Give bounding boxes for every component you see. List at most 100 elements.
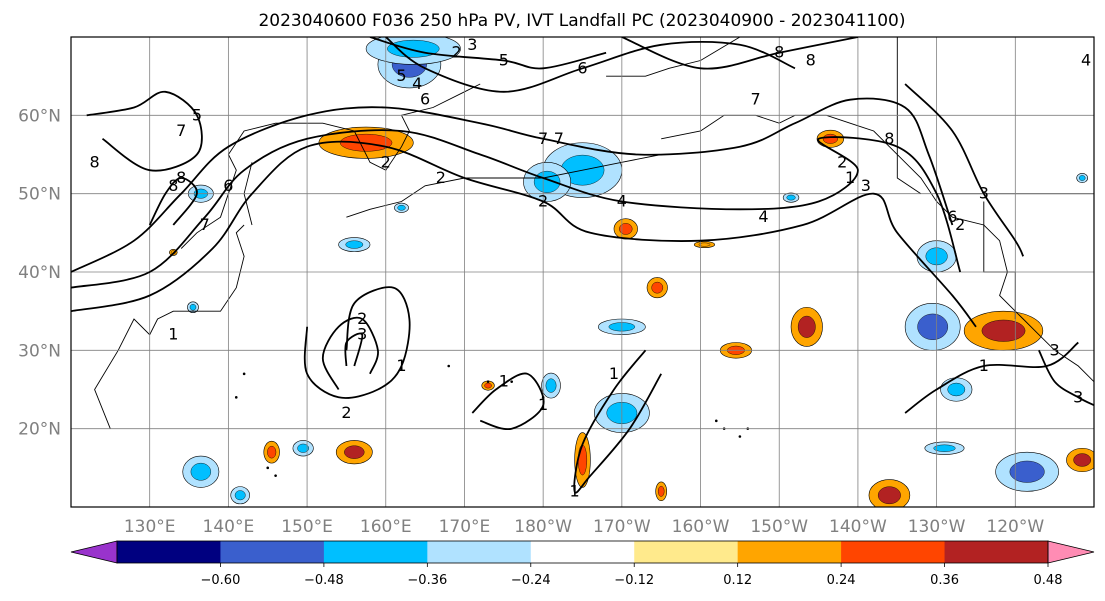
shaded-patch-core <box>619 223 633 235</box>
contour-label: 1 <box>979 356 989 375</box>
shaded-patch-core <box>484 382 492 389</box>
contour-label: 1 <box>845 168 855 187</box>
contour-label: 7 <box>176 121 186 140</box>
contour-label: 8 <box>176 168 186 187</box>
contour-label: 6 <box>577 58 587 77</box>
contour-label: 6 <box>420 90 430 109</box>
colorbar-tick-label: −0.12 <box>614 573 654 588</box>
shaded-patch-core <box>797 315 816 338</box>
contour-label: 2 <box>436 168 446 187</box>
contour-label: 2 <box>837 152 847 171</box>
pv-contour <box>369 37 607 70</box>
pv-contour <box>86 90 203 172</box>
shaded-patch-core <box>545 378 557 393</box>
pv-contour <box>904 341 1079 414</box>
island <box>274 474 277 477</box>
pv-contour <box>71 129 962 289</box>
shaded-patch-core <box>1078 175 1086 181</box>
shaded-patch-core <box>234 490 246 501</box>
colorbar-segment <box>634 541 739 563</box>
colorbar-frame <box>116 540 1049 564</box>
contour-label: 1 <box>609 364 619 383</box>
contour-label: 6 <box>223 176 233 195</box>
colorbar-tick-label: −0.60 <box>201 573 241 588</box>
colorbar-segment <box>220 541 325 563</box>
lon-tick-label: 120°W <box>986 517 1044 537</box>
island <box>738 435 742 438</box>
contour-label: 2 <box>538 192 548 211</box>
colorbar-segment <box>530 541 635 563</box>
lon-tick-label: 130°E <box>124 517 176 537</box>
lon-tick-label: 170°E <box>439 517 491 537</box>
coastline <box>180 83 481 249</box>
lon-tick-label: 140°W <box>829 517 887 537</box>
contour-label: 4 <box>1081 51 1091 70</box>
island <box>714 419 718 423</box>
contour-label: 8 <box>168 176 178 195</box>
pv-contour <box>904 83 1025 257</box>
pv-contour <box>573 349 662 494</box>
lat-tick-label: 20°N <box>18 420 61 440</box>
pv-contour <box>148 177 198 226</box>
shaded-patch-core <box>786 194 796 201</box>
pv-contour <box>71 97 954 273</box>
lat-tick-label: 30°N <box>18 341 61 361</box>
colorbar-tick-label: −0.36 <box>407 573 447 588</box>
lon-tick-label: 140°E <box>203 517 255 537</box>
contour-label: 2 <box>381 152 391 171</box>
contour-label: 4 <box>617 192 627 211</box>
shaded-patch-core <box>657 485 665 497</box>
colorbar-segment <box>323 541 428 563</box>
shaded-patch-core <box>267 445 277 459</box>
contour-label: 2 <box>955 215 965 234</box>
contour-label: 5 <box>396 66 406 85</box>
colorbar-tick-label: 0.48 <box>1034 573 1063 588</box>
contour-label: 1 <box>396 356 406 375</box>
contour-label: 2 <box>341 403 351 422</box>
lon-tick-label: 150°W <box>750 517 808 537</box>
contour-label: 2 <box>357 309 367 328</box>
lat-tick-label: 40°N <box>18 263 61 283</box>
contour-label: 7 <box>200 215 210 234</box>
contour-label: 3 <box>1073 387 1083 406</box>
shaded-patch-core <box>822 133 838 144</box>
pv-contour <box>344 332 364 367</box>
colorbar-tick-label: 0.36 <box>930 573 959 588</box>
lon-tick-label: 170°W <box>593 517 651 537</box>
colorbar-tick-label: 0.12 <box>723 573 752 588</box>
colorbar-extend-low <box>70 540 118 564</box>
contour-label: 8 <box>884 129 894 148</box>
shaded-patch-core <box>344 445 365 459</box>
shaded-patch-core <box>981 319 1026 342</box>
pv-contour <box>621 37 859 70</box>
colorbar-extend-high <box>1047 540 1095 564</box>
colorbar-segment <box>841 541 946 563</box>
colorbar-segment <box>737 541 842 563</box>
contour-label: 8 <box>90 152 100 171</box>
chart-title: 2023040600 F036 250 hPa PV, IVT Landfall… <box>258 11 905 31</box>
contour-label: 3 <box>979 184 989 203</box>
contour-label: 3 <box>861 176 871 195</box>
contour-label: 8 <box>806 51 816 70</box>
shaded-patch-core <box>345 240 364 249</box>
colorbar-segment <box>944 541 1049 563</box>
colorbar-tick-label: 0.24 <box>827 573 856 588</box>
contour-label: 4 <box>758 207 768 226</box>
shaded-patch-core <box>917 313 949 340</box>
contour-label: 3 <box>1050 340 1060 359</box>
island <box>510 380 513 383</box>
contour-label: 6 <box>947 207 957 226</box>
lon-tick-label: 160°E <box>360 517 412 537</box>
shaded-patch-core <box>577 444 588 476</box>
pv-contour <box>385 37 796 93</box>
lon-tick-label: 160°W <box>672 517 730 537</box>
contour-label: 3 <box>357 325 367 344</box>
gridline-layer <box>71 37 1094 507</box>
island <box>234 396 238 399</box>
shaded-patch-core <box>651 281 664 294</box>
pv-contour <box>321 316 379 390</box>
shaded-patch-core <box>1009 460 1045 483</box>
contour-label: 7 <box>538 129 548 148</box>
contour-label: 3 <box>467 35 477 54</box>
